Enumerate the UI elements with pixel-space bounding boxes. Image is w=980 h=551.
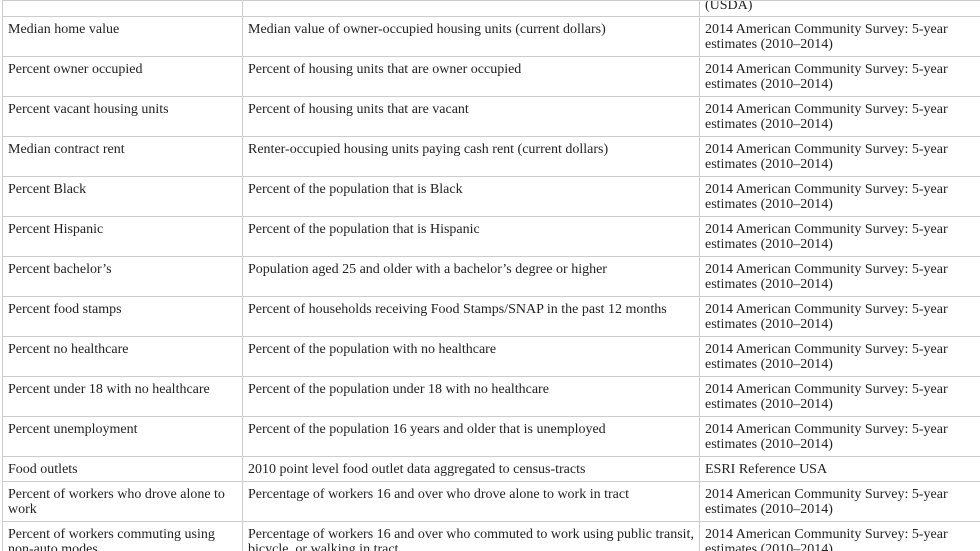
description-cell: Percent of the population that is Black bbox=[242, 176, 700, 217]
variable-cell: Median contract rent bbox=[2, 136, 243, 177]
variable-cell: Percent food stamps bbox=[2, 296, 243, 337]
description-cell: Percent of households receiving Food Sta… bbox=[242, 296, 700, 337]
description-cell: Percent of the population that is Hispan… bbox=[242, 216, 700, 257]
description-cell: Percent of the population under 18 with … bbox=[242, 376, 700, 417]
table-row: Percent bachelor’s Population aged 25 and… bbox=[2, 256, 980, 297]
description-cell: Percentage of workers 16 and over who dr… bbox=[242, 481, 700, 522]
variable-cell: Percent of workers who drove alone to wo… bbox=[2, 481, 243, 522]
variable-cell: Percent bachelor’s bbox=[2, 256, 243, 297]
source-cell: 2014 American Community Survey: 5-year e… bbox=[699, 176, 980, 217]
source-cell: ESRI Reference USA bbox=[699, 456, 980, 482]
description-cell: Renter-occupied housing units paying cas… bbox=[242, 136, 700, 177]
variable-cell: Percent vacant housing units bbox=[2, 96, 243, 137]
table-row: Percent owner occupied Percent of housing… bbox=[2, 56, 980, 97]
description-cell: Median value of owner-occupied housing u… bbox=[242, 16, 700, 57]
description-cell: Population aged 25 and older with a bach… bbox=[242, 256, 700, 297]
description-cell: Percent of housing units that are vacant bbox=[242, 96, 700, 137]
table-row: Percent unemployment Percent of the popul… bbox=[2, 416, 980, 457]
variable-cell: Percent under 18 with no healthcare bbox=[2, 376, 243, 417]
variable-cell: Percent Black bbox=[2, 176, 243, 217]
description-cell: 2010 point level food outlet data aggreg… bbox=[242, 456, 700, 482]
table-row: Percent vacant housing units Percent of h… bbox=[2, 96, 980, 137]
source-cell: 2014 American Community Survey: 5-year e… bbox=[699, 256, 980, 297]
source-cell: 2014 American Community Survey: 5-year e… bbox=[699, 296, 980, 337]
variable-cell: Median home value bbox=[2, 16, 243, 57]
source-cell: 2014 American Community Survey: 5-year e… bbox=[699, 56, 980, 97]
cell: (USDA) bbox=[699, 0, 980, 17]
variable-cell: Percent Hispanic bbox=[2, 216, 243, 257]
table-row: Percent Black Percent of the population t… bbox=[2, 176, 980, 217]
source-cell: 2014 American Community Survey: 5-year e… bbox=[699, 521, 980, 551]
source-cell: 2014 American Community Survey: 5-year e… bbox=[699, 416, 980, 457]
cell bbox=[2, 0, 243, 17]
table-row: Percent of workers commuting using non-a… bbox=[2, 521, 980, 551]
description-cell: Percent of the population with no health… bbox=[242, 336, 700, 377]
cell bbox=[242, 0, 700, 17]
variable-cell: Percent owner occupied bbox=[2, 56, 243, 97]
source-cell: 2014 American Community Survey: 5-year e… bbox=[699, 16, 980, 57]
table-row: Median contract rent Renter-occupied hous… bbox=[2, 136, 980, 177]
table-row: Percent food stamps Percent of households… bbox=[2, 296, 980, 337]
description-cell: Percent of the population 16 years and o… bbox=[242, 416, 700, 457]
source-cell: 2014 American Community Survey: 5-year e… bbox=[699, 376, 980, 417]
cell-text: (USDA) bbox=[705, 0, 753, 14]
table-row: Percent no healthcare Percent of the popu… bbox=[2, 336, 980, 377]
variable-cell: Percent no healthcare bbox=[2, 336, 243, 377]
partial-row: (USDA) bbox=[2, 0, 980, 17]
description-cell: Percentage of workers 16 and over who co… bbox=[242, 521, 700, 551]
description-cell: Percent of housing units that are owner … bbox=[242, 56, 700, 97]
source-cell: 2014 American Community Survey: 5-year e… bbox=[699, 136, 980, 177]
source-cell: 2014 American Community Survey: 5-year e… bbox=[699, 336, 980, 377]
table-row: Percent of workers who drove alone to wo… bbox=[2, 481, 980, 522]
variable-cell: Percent of workers commuting using non-a… bbox=[2, 521, 243, 551]
table-row: Percent Hispanic Percent of the populatio… bbox=[2, 216, 980, 257]
source-cell: 2014 American Community Survey: 5-year e… bbox=[699, 481, 980, 522]
source-cell: 2014 American Community Survey: 5-year e… bbox=[699, 96, 980, 137]
source-cell: 2014 American Community Survey: 5-year e… bbox=[699, 216, 980, 257]
variable-cell: Food outlets bbox=[2, 456, 243, 482]
table-row: Median home value Median value of owner-o… bbox=[2, 16, 980, 57]
table-row: Percent under 18 with no healthcare Perce… bbox=[2, 376, 980, 417]
variable-cell: Percent unemployment bbox=[2, 416, 243, 457]
table-row: Food outlets 2010 point level food outlet… bbox=[2, 456, 980, 482]
